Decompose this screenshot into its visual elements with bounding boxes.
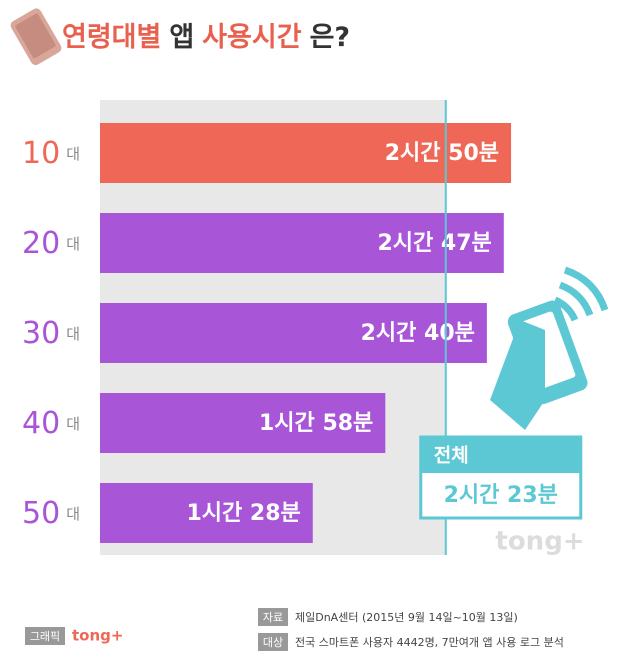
source: 제일DnA센터 (2015년 9월 14일~10월 13일)	[295, 610, 518, 624]
category-unit: 대	[66, 145, 80, 163]
tag	[258, 633, 288, 651]
overall-header	[420, 437, 581, 473]
category-label: 10 대	[22, 136, 80, 171]
category-number: 30	[22, 316, 60, 351]
brand: tong+	[72, 627, 123, 645]
bar	[100, 123, 512, 183]
category-number: 50	[22, 496, 60, 531]
graphic-tag: 그래픽	[30, 630, 60, 643]
title-part: 연령대별	[62, 22, 161, 53]
overall-value-label: 2시간 23분	[444, 483, 558, 508]
value-label: 1시간 58분	[259, 411, 373, 436]
value-label: 2시간 47분	[377, 231, 491, 256]
source-tag: 자료	[263, 611, 283, 624]
title-part: 앱	[169, 22, 194, 53]
target-tag: 대상	[263, 636, 283, 649]
value-label: 2시간 40분	[361, 321, 475, 346]
category-number: 10	[22, 136, 60, 171]
watermark-brand: tong+	[495, 527, 584, 557]
bar	[100, 393, 386, 453]
category-number: 40	[22, 406, 60, 441]
category-label: 20 대	[22, 226, 80, 261]
bar	[100, 483, 313, 543]
category-unit: 대	[66, 415, 80, 433]
category-unit: 대	[66, 235, 80, 253]
watermark: tong+	[495, 527, 584, 557]
tag	[25, 627, 65, 645]
category-unit: 대	[66, 505, 80, 523]
overall-label: 전체	[434, 445, 469, 467]
hand-phone-icon	[490, 266, 609, 430]
category-label: 40 대	[22, 406, 80, 441]
value-label: 2시간 50분	[385, 141, 499, 166]
tag	[258, 608, 288, 626]
title-part: 사용시간	[202, 22, 302, 53]
bar	[100, 213, 504, 273]
chart-title: 연령대별 앱 사용시간 은?	[62, 22, 350, 53]
category-number: 20	[22, 226, 60, 261]
bar	[100, 303, 487, 363]
title-part: 은?	[310, 22, 351, 53]
category-unit: 대	[66, 325, 80, 343]
category-label: 30 대	[22, 316, 80, 351]
value-label: 1시간 28분	[186, 501, 300, 526]
target: 전국 스마트폰 사용자 4442명, 7만여개 앱 사용 로그 분석	[295, 636, 564, 649]
category-label: 50 대	[22, 496, 80, 531]
phone-icon	[10, 8, 62, 66]
